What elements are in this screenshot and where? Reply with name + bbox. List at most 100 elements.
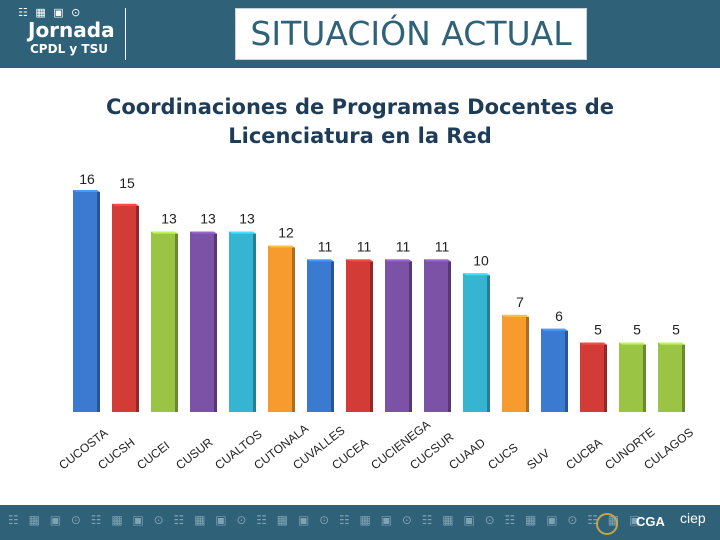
bar-top [619,342,646,345]
footer-ciep-logo: ciep [680,510,706,526]
bar-top [385,259,412,262]
value-label: 15 [119,175,135,191]
value-label: 5 [633,322,641,338]
value-label: 11 [318,238,333,254]
bar-side [643,344,646,412]
bar-cucsh [112,203,139,412]
bar-cuvalles [307,259,334,412]
bar-cucei [151,231,178,412]
bar-top [268,245,295,248]
category-label: CUCS [485,440,520,472]
bar-front [424,259,448,412]
footer-cga-logo: CGA [636,514,665,529]
bar-side [370,261,373,412]
university-seal-icon [596,513,618,535]
footer-icons: ☷ ▦ ▣ ⊙ ☷ ▦ ▣ ⊙ ☷ ▦ ▣ ⊙ ☷ ▦ ▣ ⊙ ☷ ▦ ▣ ⊙ … [8,513,644,527]
logo-title: Jornada [28,18,115,42]
bar-side [253,233,256,412]
category-label: CUCBA [563,435,605,472]
value-label: 16 [79,171,95,187]
bar-side [448,261,451,412]
page-title: SITUACIÓN ACTUAL [250,14,572,53]
bar-side [409,261,412,412]
chart-title: Coordinaciones de Programas Docentes de … [80,93,640,151]
value-label: 13 [161,211,177,227]
bar-cucsur [424,259,451,412]
bar-side [682,344,685,412]
bar-cualtos [229,231,256,412]
bar-front [385,259,409,412]
category-label: CUSUR [173,435,216,473]
bar-front [346,259,370,412]
chart-title-line-2: Licenciatura en la Red [228,124,492,148]
bar-side [175,233,178,412]
bar-cucba [580,342,607,412]
logo-subtitle: CPDL y TSU [30,42,108,56]
bar-side [604,344,607,412]
bar-front [190,231,214,412]
category-label: CUCEI [134,438,172,472]
bar-front [307,259,331,412]
bar-top [424,259,451,262]
bar-suv [541,328,568,412]
value-label: 5 [594,322,602,338]
bar-side [97,192,100,412]
value-labels-group: 16 15 13 13 13 12 11 11 11 11 10 7 6 5 5 5 [79,171,680,338]
bar-front [268,245,292,412]
bar-front [541,328,565,412]
title-box: SITUACIÓN ACTUAL [235,8,587,60]
bar-front [619,342,643,412]
bar-front [73,190,97,412]
footer-bar: ☷ ▦ ▣ ⊙ ☷ ▦ ▣ ⊙ ☷ ▦ ▣ ⊙ ☷ ▦ ▣ ⊙ ☷ ▦ ▣ ⊙ … [0,505,720,540]
bar-side [292,247,295,412]
bar-top [463,273,490,276]
logo-divider [125,8,126,60]
bar-top [307,259,334,262]
value-label: 6 [555,308,563,324]
bars-group [73,190,685,412]
value-label: 11 [357,238,372,254]
bar-side [565,330,568,412]
bar-cutonala [268,245,295,412]
bar-side [331,261,334,412]
bar-front [658,342,682,412]
value-label: 10 [473,252,489,268]
bar-chart: 16 15 13 13 13 12 11 11 11 11 10 7 6 5 5 5 CUCOSTACUCSH… [56,171,696,472]
bar-cusur [190,231,217,412]
bar-culagos [658,342,685,412]
value-label: 13 [200,211,216,227]
bar-top [190,231,217,234]
bar-top [73,190,100,192]
bar-top [229,231,256,234]
logo: ☷ ▦ ▣ ⊙ Jornada CPDL y TSU [0,0,135,68]
value-label: 7 [516,294,524,310]
bar-cucs [502,314,529,412]
bar-side [214,233,217,412]
value-label: 11 [396,238,411,254]
bar-top [502,314,529,317]
bar-front [151,231,175,412]
bar-cucienega [385,259,412,412]
bar-front [502,314,526,412]
bar-side [526,316,529,412]
bar-top [658,342,685,345]
value-label: 11 [435,238,450,254]
value-label: 13 [239,211,255,227]
bar-front [580,342,604,412]
bar-top [580,342,607,345]
bar-front [112,203,136,412]
bar-top [112,203,139,206]
bar-front [463,273,487,412]
bar-cucosta [73,190,100,412]
bar-cunorte [619,342,646,412]
bar-side [487,275,490,412]
bar-top [346,259,373,262]
chart-title-line-1: Coordinaciones de Programas Docentes de [105,95,615,119]
value-label: 5 [672,322,680,338]
bar-cucea [346,259,373,412]
bar-top [151,231,178,234]
value-label: 12 [278,225,294,241]
bar-front [229,231,253,412]
logo-icons: ☷ ▦ ▣ ⊙ [18,6,83,19]
